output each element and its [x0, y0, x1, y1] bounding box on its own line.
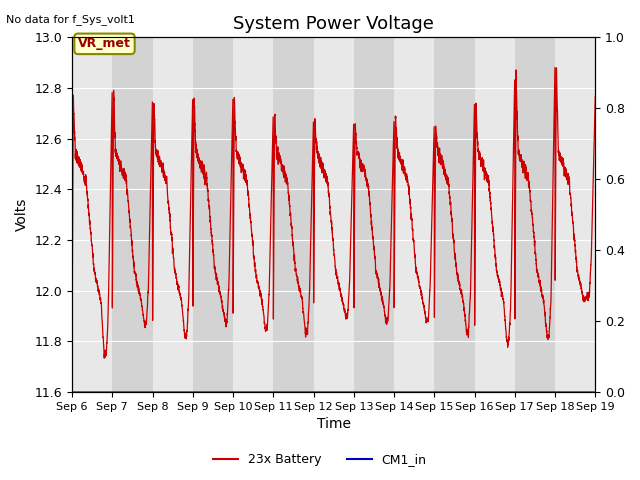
- Bar: [515, 37, 555, 392]
- Legend: 23x Battery, CM1_in: 23x Battery, CM1_in: [208, 448, 432, 471]
- Text: No data for f_Sys_volt1: No data for f_Sys_volt1: [6, 14, 135, 25]
- Title: System Power Voltage: System Power Voltage: [233, 15, 434, 33]
- Bar: [354, 37, 394, 392]
- Bar: [435, 37, 474, 392]
- Bar: [72, 37, 112, 392]
- Y-axis label: Volts: Volts: [15, 198, 29, 231]
- Bar: [314, 37, 354, 392]
- Bar: [193, 37, 233, 392]
- Bar: [152, 37, 193, 392]
- Bar: [474, 37, 515, 392]
- X-axis label: Time: Time: [317, 418, 351, 432]
- Text: VR_met: VR_met: [78, 37, 131, 50]
- Bar: [555, 37, 595, 392]
- Bar: [394, 37, 435, 392]
- Bar: [233, 37, 273, 392]
- Bar: [273, 37, 314, 392]
- Bar: [112, 37, 152, 392]
